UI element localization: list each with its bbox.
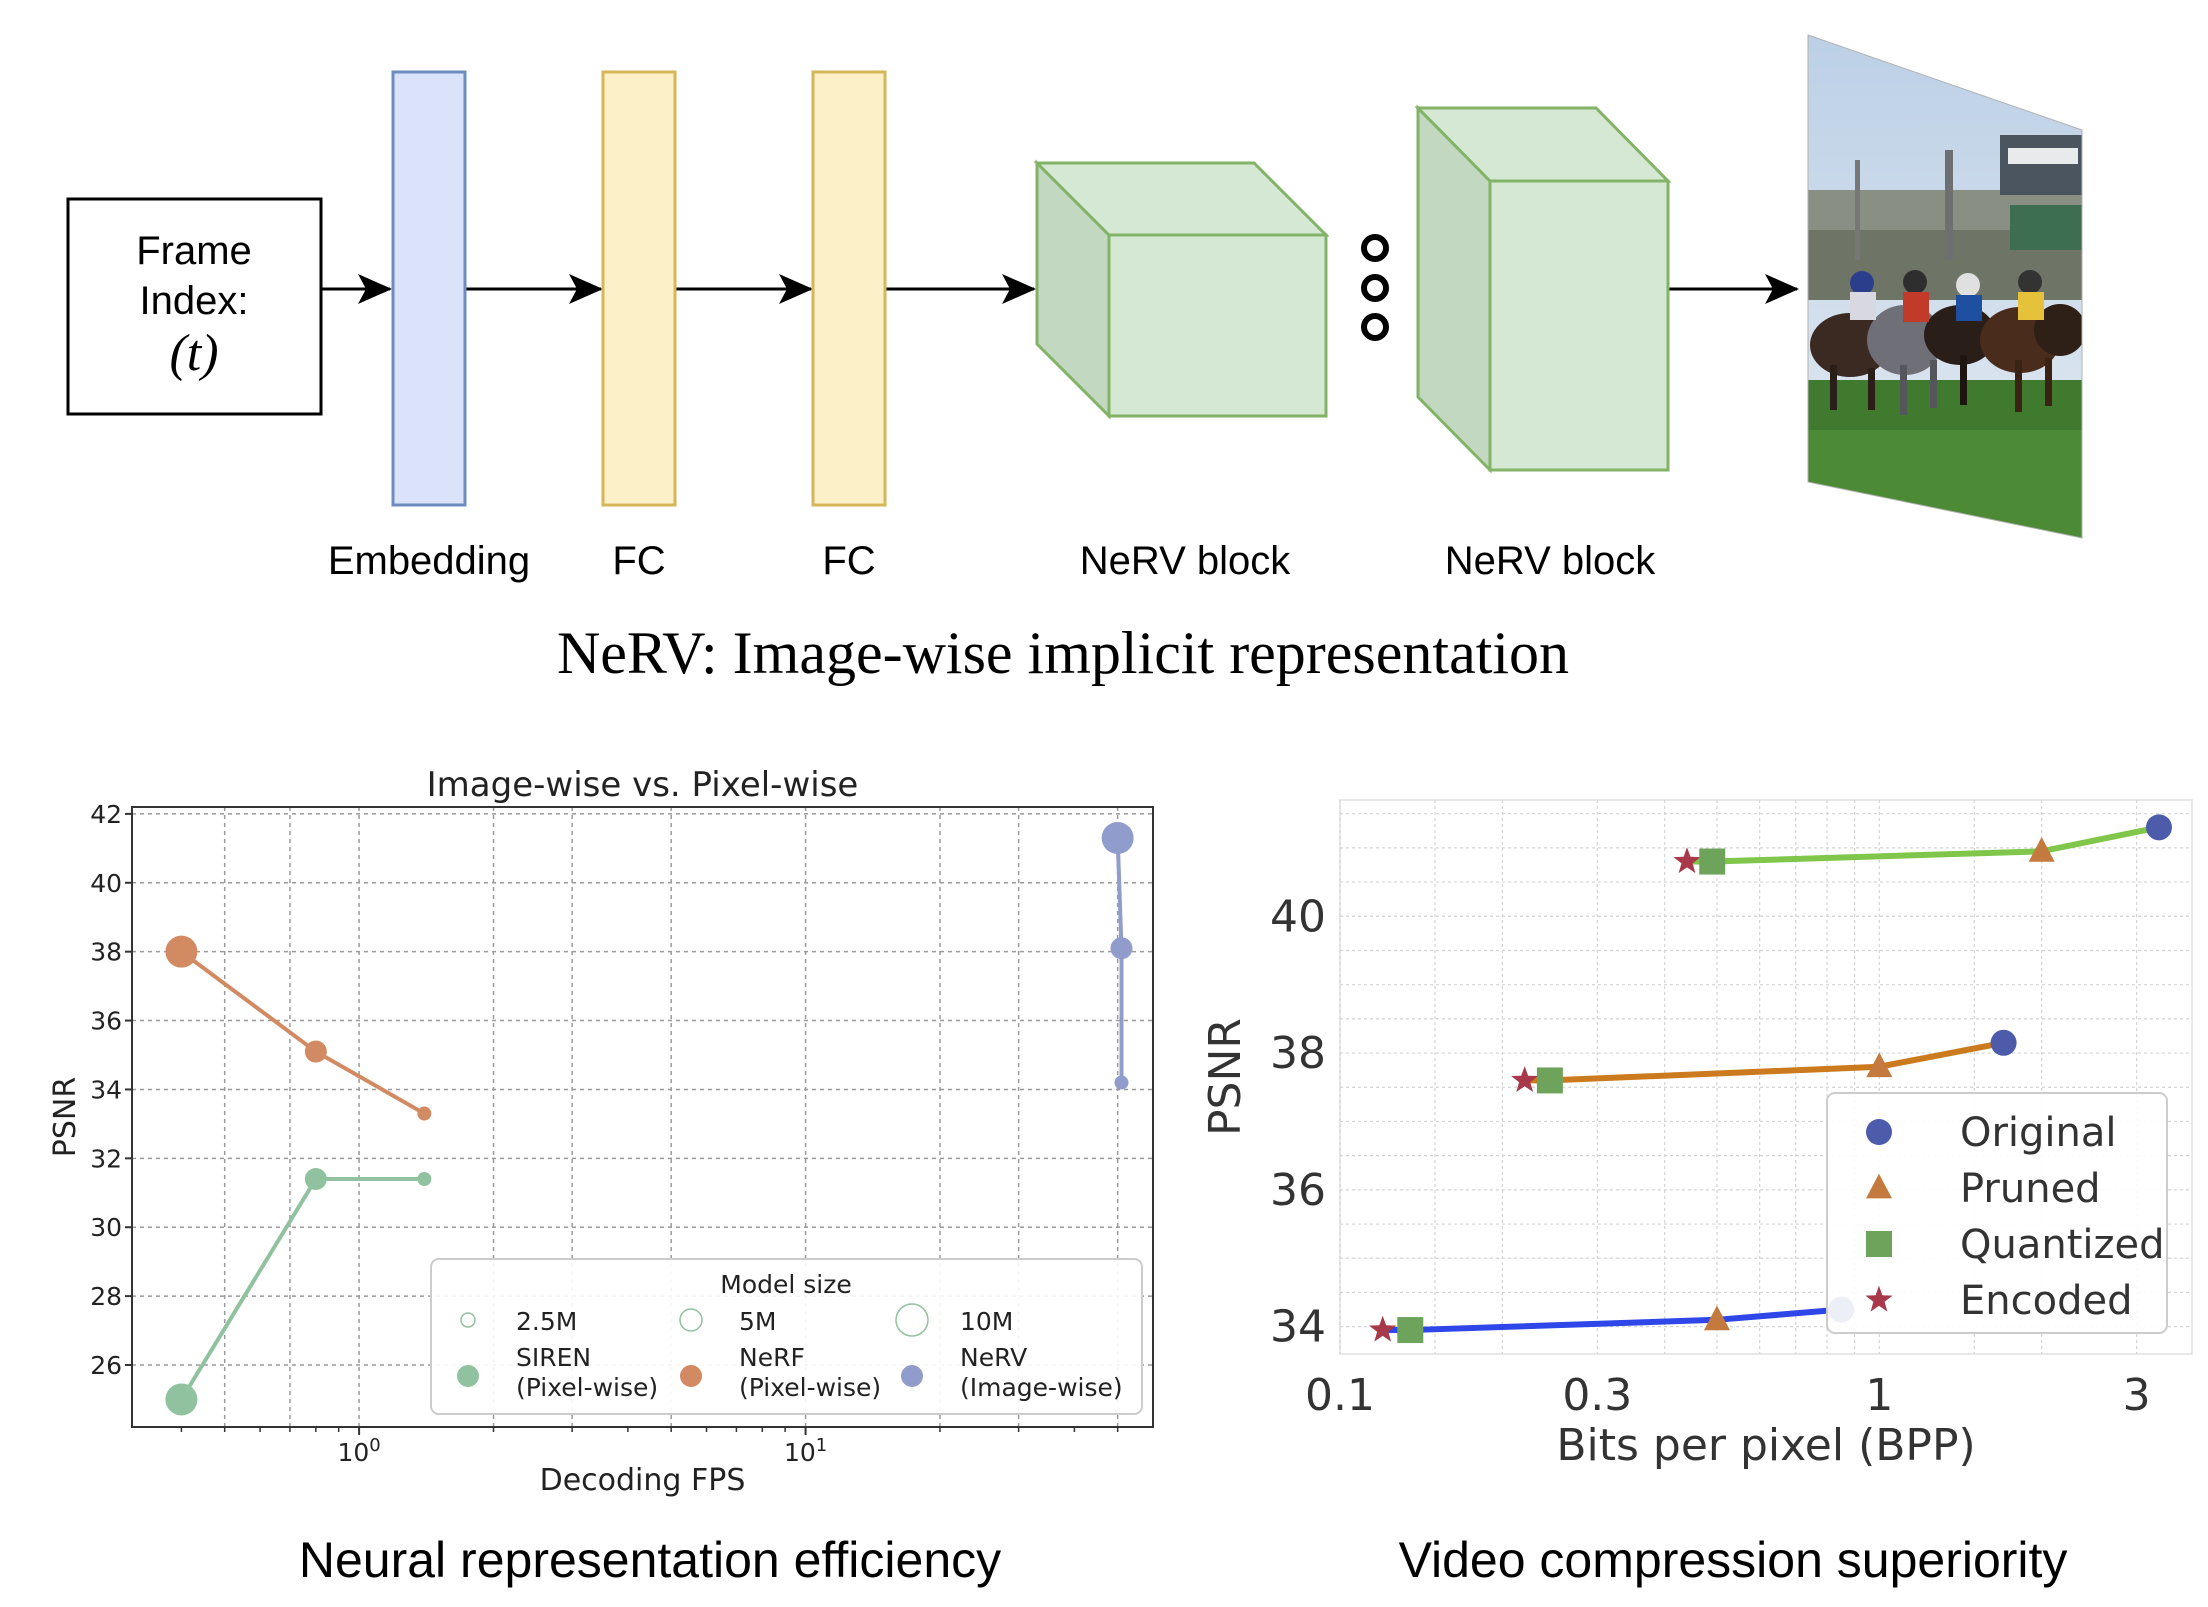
legend-series-marker <box>680 1365 702 1387</box>
frame-index-box: Frame Index: (t) <box>66 197 323 416</box>
y-tick-label: 38 <box>1270 1028 1326 1079</box>
output-frame-image <box>1807 34 2083 539</box>
y-tick-label: 26 <box>90 1351 122 1380</box>
y-tick-label: 32 <box>90 1144 122 1173</box>
x-tick-label: 101 <box>784 1435 827 1467</box>
legend-frame <box>430 1258 1143 1415</box>
legend-marker-square <box>1866 1231 1892 1257</box>
x-tick-label: 0.1 <box>1305 1370 1375 1421</box>
y-tick-label: 30 <box>90 1213 122 1242</box>
nerv-block-1 <box>1033 159 1330 420</box>
chart1-title: Image-wise vs. Pixel-wise <box>427 765 859 805</box>
x-tick-label: 100 <box>337 1435 380 1467</box>
y-tick-label: 28 <box>90 1282 122 1311</box>
legend-series-label: NeRV <box>960 1343 1027 1372</box>
data-point-square <box>1699 848 1726 875</box>
data-point <box>417 1172 432 1186</box>
fc-layer-1 <box>601 70 677 507</box>
diagram-title: NeRV: Image-wise implicit representation <box>557 620 1569 686</box>
nerv-block-2 <box>1414 104 1672 474</box>
y-tick-label: 36 <box>90 1007 122 1036</box>
legend-size-label: 5M <box>739 1307 776 1336</box>
x-tick-label: 0.3 <box>1562 1370 1632 1421</box>
y-tick-label: 40 <box>90 869 122 898</box>
series-line-0 <box>1382 1306 1842 1334</box>
legend-series-sublabel: (Image-wise) <box>960 1373 1123 1402</box>
y-tick-label: 38 <box>90 938 122 967</box>
legend-series-marker <box>901 1365 923 1387</box>
legend-marker-star <box>1865 1285 1893 1312</box>
legend-series-marker <box>457 1365 479 1387</box>
frame-index-line2: Index: <box>140 279 249 323</box>
label-fc-1: FC <box>612 539 665 583</box>
legend-marker-circle <box>1866 1119 1892 1145</box>
legend-title: Model size <box>720 1270 851 1299</box>
chart-image-vs-pixel: 26 28 30 32 34 36 38 40 42 100 101 Image-wise vs. P… <box>48 765 1154 1498</box>
data-point <box>417 1106 432 1121</box>
data-point <box>304 1168 327 1190</box>
label-embedding: Embedding <box>328 539 530 583</box>
legend-series-label: SIREN <box>516 1343 591 1372</box>
caption-right: Video compression superiority <box>1399 1532 2068 1588</box>
data-point-triangle <box>1866 1052 1893 1078</box>
data-point <box>1110 937 1133 960</box>
data-point-square <box>1397 1317 1424 1344</box>
legend-size-marker <box>460 1312 476 1328</box>
chart2-ylabel: PSNR <box>1200 1018 1251 1136</box>
legend-series-sublabel: (Pixel-wise) <box>739 1373 881 1402</box>
data-point <box>165 935 198 968</box>
x-tick-label: 1 <box>1865 1370 1893 1421</box>
series-line-0 <box>179 1177 425 1401</box>
legend-marker-triangle <box>1866 1173 1892 1199</box>
data-point-star <box>1369 1315 1397 1342</box>
legend-frame <box>1826 1092 2168 1334</box>
label-nerv-block-1: NeRV block <box>1080 539 1291 583</box>
data-point <box>1101 822 1134 854</box>
frame-index-variable: (t) <box>169 325 218 382</box>
chart2-legend: Original Pruned Quantized Encoded <box>1826 1092 2168 1334</box>
legend-label: Quantized <box>1960 1222 2165 1268</box>
data-point-triangle <box>2028 836 2055 862</box>
legend-label: Encoded <box>1960 1278 2132 1324</box>
x-tick-label: 3 <box>2123 1370 2151 1421</box>
data-point-star <box>1673 847 1701 874</box>
data-point-circle <box>2145 814 2172 841</box>
fc-layer-2 <box>811 70 887 507</box>
label-nerv-block-2: NeRV block <box>1445 539 1656 583</box>
y-tick-label: 34 <box>1270 1302 1326 1353</box>
data-point <box>165 1383 198 1416</box>
chart2-xlabel: Bits per pixel (BPP) <box>1556 1420 1975 1471</box>
plot-frame <box>131 806 1154 1428</box>
chart1-xlabel: Decoding FPS <box>540 1463 746 1498</box>
architecture-diagram: Frame Index: (t) <box>66 34 2083 686</box>
data-point <box>1114 1075 1129 1090</box>
data-point-circle <box>1990 1029 2017 1056</box>
data-point-triangle <box>1703 1305 1730 1331</box>
legend-series-sublabel: (Pixel-wise) <box>516 1373 658 1402</box>
y-tick-label: 36 <box>1270 1165 1326 1216</box>
legend-size-marker <box>679 1308 703 1332</box>
legend-label: Pruned <box>1960 1166 2101 1212</box>
caption-left: Neural representation efficiency <box>299 1532 1001 1588</box>
embedding-layer <box>391 70 467 507</box>
legend-series-label: NeRF <box>739 1343 805 1372</box>
data-point-square <box>1536 1067 1563 1094</box>
data-point-star <box>1511 1066 1539 1092</box>
legend-label: Original <box>1960 1110 2117 1156</box>
legend-size-label: 2.5M <box>516 1307 577 1336</box>
ellipsis-icon <box>1361 234 1389 341</box>
frame-index-line1: Frame <box>136 229 252 273</box>
chart-compression: 34 36 38 40 0.1 0.3 1 3 Bits per pixel (BPP) PSNR… <box>1200 799 2193 1471</box>
chart1-ylabel: PSNR <box>48 1077 83 1157</box>
label-fc-2: FC <box>822 539 875 583</box>
y-tick-label: 42 <box>90 800 122 829</box>
legend-size-marker <box>895 1303 929 1337</box>
legend-size-label: 10M <box>960 1307 1013 1336</box>
y-tick-label: 40 <box>1270 891 1326 942</box>
data-point <box>304 1040 327 1063</box>
y-tick-label: 34 <box>90 1075 122 1104</box>
